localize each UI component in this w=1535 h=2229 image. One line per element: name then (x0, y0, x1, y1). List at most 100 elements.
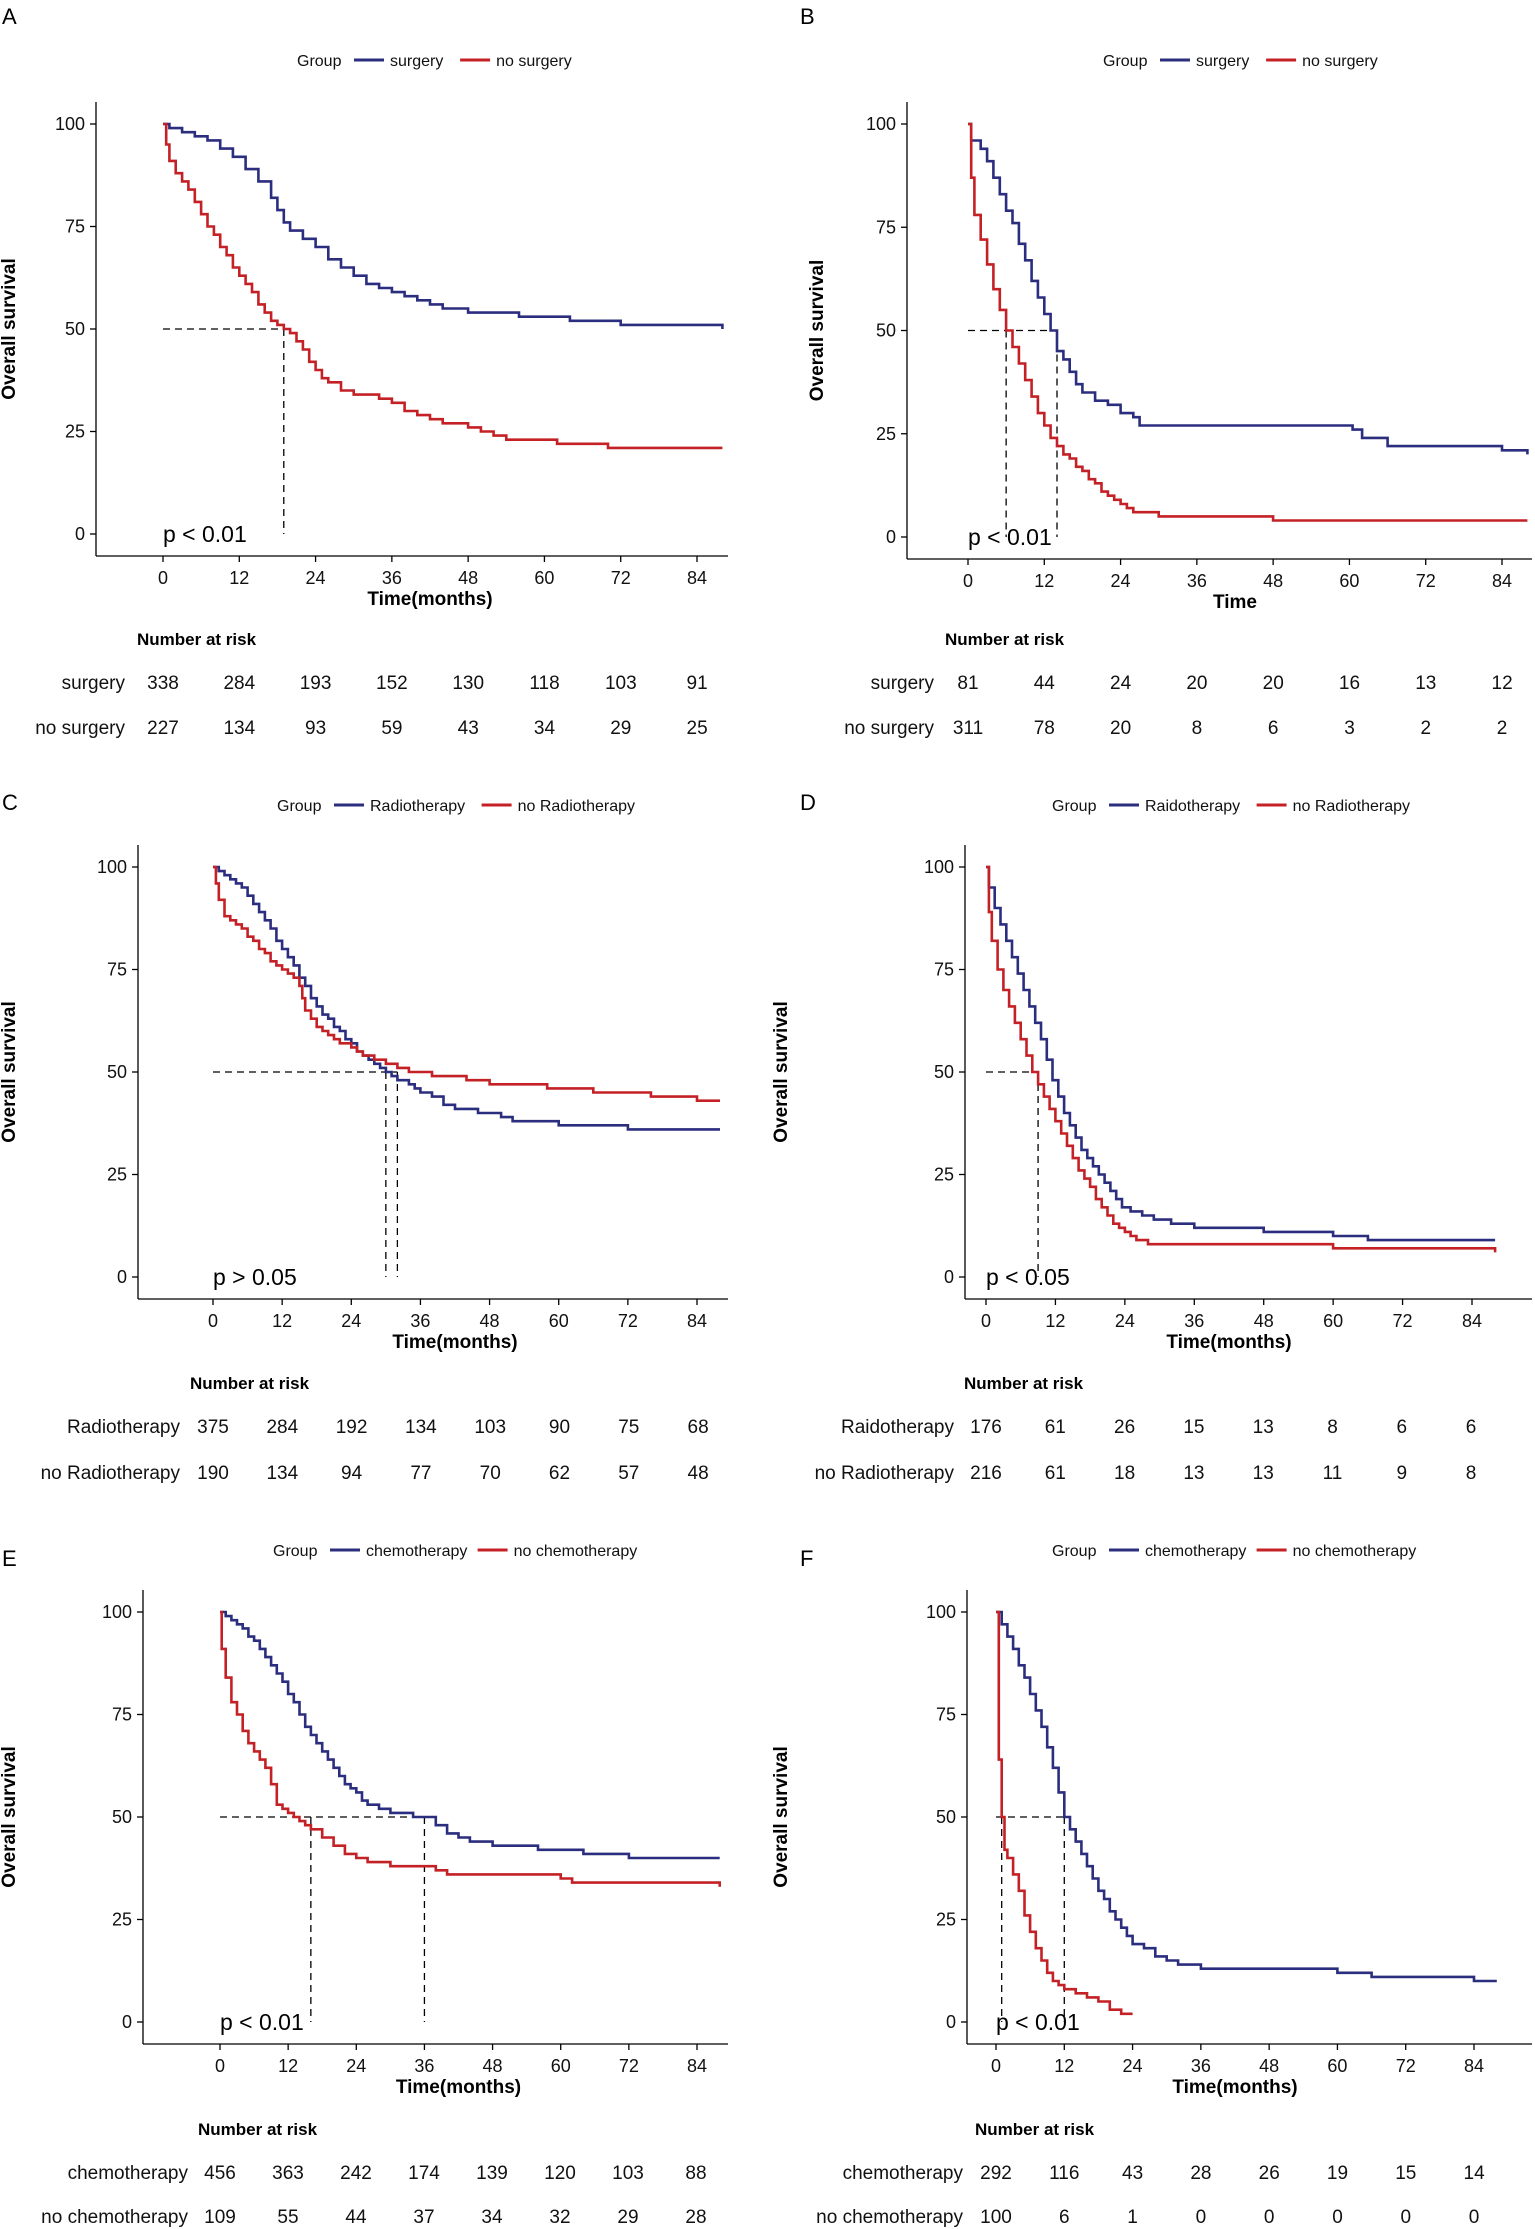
x-tick-label: 24 (1123, 2056, 1143, 2076)
x-tick-label: 24 (1115, 1311, 1135, 1331)
x-tick-label: 48 (1254, 1311, 1274, 1331)
x-tick-label: 84 (687, 1311, 707, 1331)
risk-value: 14 (1464, 2163, 1486, 2184)
risk-value: 174 (408, 2163, 440, 2184)
x-tick-label: 0 (963, 571, 973, 591)
risk-value: 12 (1492, 673, 1513, 694)
y-tick-label: 50 (65, 319, 85, 339)
risk-value: 48 (688, 1463, 709, 1484)
risk-value: 81 (957, 673, 978, 694)
x-tick-label: 24 (346, 2056, 366, 2076)
legend: Group surgery no surgery (297, 53, 572, 70)
y-tick-label: 75 (876, 217, 896, 237)
risk-row-label: Radiotherapy (67, 1417, 181, 1438)
risk-row-label: surgery (62, 673, 126, 694)
risk-value: 32 (549, 2207, 570, 2228)
survival-curve-treated (996, 1610, 1497, 1983)
legend-entry: no Radiotherapy (518, 798, 635, 815)
risk-value: 2 (1497, 718, 1508, 739)
km-panel-d: D Group Raidotherapy no Radiotherapy 0 25 50 75… (771, 790, 1532, 1484)
y-tick-label: 25 (112, 1910, 132, 1930)
legend-title: Group (273, 1543, 318, 1560)
risk-value: 77 (410, 1463, 431, 1484)
legend-entry: no Radiotherapy (1293, 798, 1410, 815)
risk-value: 0 (1469, 2207, 1480, 2228)
y-tick-label: 100 (55, 114, 85, 134)
axes: 0 25 50 75 100 0 12 24 36 48 60 72 84 Time(months) Ove… (0, 102, 728, 610)
legend: Group chemotherapy no chemotherapy (273, 1543, 637, 1560)
y-axis-label: Overall survival (0, 1001, 20, 1143)
risk-value: 44 (345, 2207, 367, 2228)
legend-entry: Raidotherapy (1145, 798, 1240, 815)
risk-value: 130 (452, 673, 484, 694)
risk-value: 25 (687, 718, 708, 739)
risk-row-label: no surgery (844, 718, 934, 739)
x-axis-label: Time(months) (396, 2077, 521, 2098)
risk-value: 9 (1397, 1463, 1408, 1484)
risk-value: 28 (685, 2207, 706, 2228)
risk-value: 26 (1259, 2163, 1280, 2184)
risk-value: 3 (1344, 718, 1355, 739)
legend-entry: chemotherapy (1145, 1543, 1246, 1560)
y-tick-label: 100 (102, 1602, 132, 1622)
risk-value: 139 (476, 2163, 508, 2184)
risk-value: 0 (1264, 2207, 1275, 2228)
risk-table: Number at risk surgery 338 284 193 152 130 118 1… (35, 630, 707, 739)
risk-value: 43 (458, 718, 479, 739)
risk-value: 88 (685, 2163, 706, 2184)
x-tick-label: 48 (1263, 571, 1283, 591)
risk-row-label: chemotherapy (843, 2163, 964, 2184)
risk-row-label: surgery (871, 673, 935, 694)
risk-value: 0 (1196, 2207, 1207, 2228)
y-tick-label: 50 (936, 1807, 956, 1827)
risk-value: 57 (618, 1463, 639, 1484)
risk-table-title: Number at risk (190, 1374, 310, 1393)
y-tick-label: 0 (944, 1267, 954, 1287)
risk-value: 176 (970, 1417, 1002, 1438)
risk-value: 103 (612, 2163, 644, 2184)
risk-table: Number at risk chemotherapy 292 116 43 28 26 19… (816, 2120, 1485, 2228)
y-axis-label: Overall survival (807, 260, 828, 402)
axes: 0 25 50 75 100 0 12 24 36 48 60 72 84 Time(months) Ove… (771, 845, 1532, 1353)
km-panel-f: F Group chemotherapy no chemotherapy 0 25 50 75… (771, 1543, 1532, 2228)
x-tick-label: 72 (611, 568, 631, 588)
legend-entry: no surgery (1302, 53, 1378, 70)
x-tick-label: 84 (687, 2056, 707, 2076)
x-axis-label: Time (1213, 592, 1257, 613)
y-tick-label: 0 (122, 2012, 132, 2032)
x-tick-label: 84 (687, 568, 707, 588)
x-axis-label: Time(months) (1172, 2077, 1297, 2098)
legend: Group chemotherapy no chemotherapy (1052, 1543, 1416, 1560)
x-tick-label: 12 (229, 568, 249, 588)
median-lines (986, 1071, 1039, 1277)
y-tick-label: 100 (924, 857, 954, 877)
risk-value: 20 (1263, 673, 1284, 694)
survival-curve-untreated (986, 865, 1497, 1253)
survival-curve-untreated (968, 122, 1528, 522)
y-tick-label: 75 (107, 960, 127, 980)
panel-letter: D (800, 790, 816, 815)
y-tick-label: 0 (886, 527, 896, 547)
risk-value: 20 (1186, 673, 1207, 694)
risk-row-label: Raidotherapy (841, 1417, 955, 1438)
risk-value: 338 (147, 673, 179, 694)
y-tick-label: 75 (65, 217, 85, 237)
risk-value: 15 (1395, 2163, 1416, 2184)
x-tick-label: 36 (1191, 2056, 1211, 2076)
x-tick-label: 60 (1327, 2056, 1347, 2076)
x-tick-label: 60 (549, 1311, 569, 1331)
risk-value: 91 (687, 673, 708, 694)
risk-value: 227 (147, 718, 179, 739)
y-tick-label: 75 (112, 1705, 132, 1725)
risk-value: 61 (1045, 1417, 1066, 1438)
risk-value: 1 (1127, 2207, 1138, 2228)
y-axis-label: Overall survival (771, 1001, 792, 1143)
risk-value: 18 (1114, 1463, 1135, 1484)
risk-value: 43 (1122, 2163, 1143, 2184)
x-tick-label: 36 (1184, 1311, 1204, 1331)
y-tick-label: 100 (866, 114, 896, 134)
risk-value: 134 (405, 1417, 437, 1438)
km-panel-a: A Group surgery no surgery 0 25 50 75 100 0 12 24 36… (0, 4, 728, 739)
risk-value: 190 (197, 1463, 229, 1484)
